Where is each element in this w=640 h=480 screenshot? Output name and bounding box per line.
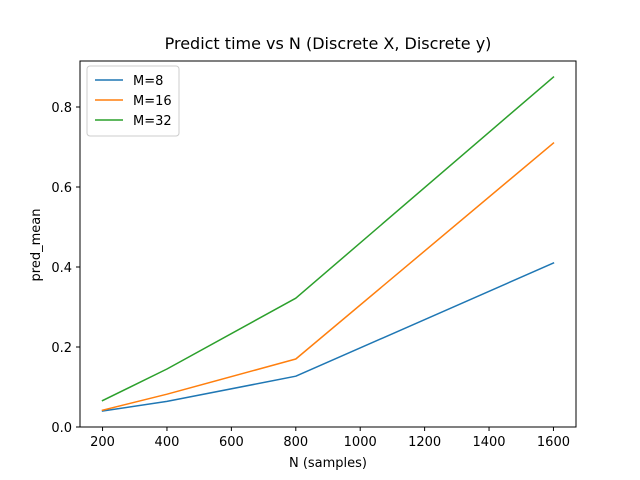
y-tick-label: 0.2 [51, 341, 72, 356]
series-line-m-16 [101, 141, 555, 412]
x-tick-label: 1200 [408, 435, 441, 450]
x-tick-label: 1000 [344, 435, 377, 450]
x-tick-label: 1400 [472, 435, 505, 450]
legend-box [86, 65, 180, 137]
y-tick-label: 0.8 [51, 101, 72, 116]
y-tick-label: 0.0 [51, 421, 72, 436]
axes: 200 400 600 800 1000 1200 1400 1600 0.0 0.2 0.4 0.6… [51, 60, 577, 450]
series-lines [101, 75, 555, 412]
legend-label: M=16 [133, 94, 172, 109]
legend-label: M=8 [133, 74, 163, 89]
series-line-m-8 [101, 262, 555, 412]
y-axis-title: pred_mean [29, 209, 44, 282]
legend-label: M=32 [133, 114, 172, 129]
chart-title: Predict time vs N (Discrete X, Discrete … [165, 34, 492, 53]
y-tick-label: 0.6 [51, 181, 72, 196]
x-tick-label: 200 [90, 435, 115, 450]
x-tick-label: 400 [155, 435, 180, 450]
x-tick-label: 600 [219, 435, 244, 450]
series-line-m-32 [101, 75, 555, 402]
x-tick-label: 1600 [537, 435, 570, 450]
y-tick-label: 0.4 [51, 261, 72, 276]
plot-frame [79, 60, 577, 428]
x-axis-title: N (samples) [289, 456, 367, 471]
x-tick-label: 800 [283, 435, 308, 450]
legend: M=8 M=16 M=32 [86, 65, 180, 137]
